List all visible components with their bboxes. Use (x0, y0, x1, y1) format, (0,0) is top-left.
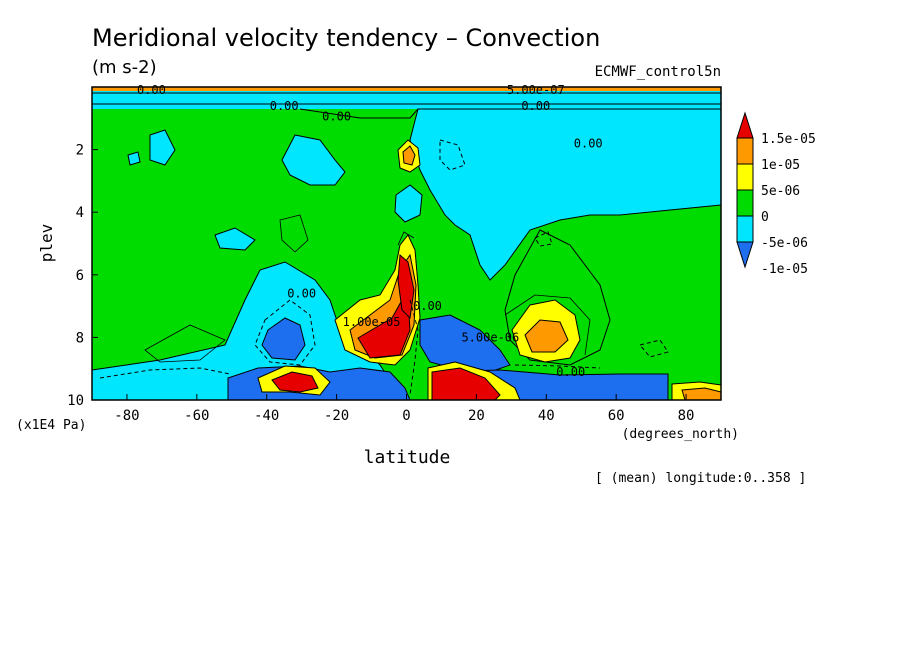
contour-label: 0.00 (556, 365, 585, 379)
x-tick-label: 0 (402, 408, 410, 424)
pos-contour-2 (279, 214, 309, 253)
x-tick-label: 80 (678, 408, 695, 424)
neg-contour-7 (409, 299, 419, 396)
contour-label: 5.00e-07 (507, 83, 565, 97)
colorbar-swatch (736, 163, 754, 191)
top-band-cyan (92, 91, 721, 109)
colorbar-swatch (736, 137, 754, 165)
contour-label: 0.00 (521, 99, 550, 113)
orange-corner-nh (681, 387, 721, 400)
negative-contours (99, 139, 669, 396)
x-axis: -80 -60 -40 -20 0 20 40 60 80 (114, 394, 694, 424)
colorbar-label: 5e-06 (761, 184, 800, 199)
dataset-label: ECMWF_control5n (595, 64, 721, 80)
cyan-blob-sh-4 (127, 151, 141, 166)
neg-contour-4 (534, 231, 553, 247)
colorbar-label: 1e-05 (761, 158, 800, 173)
y-tick-label: 2 (76, 143, 84, 159)
blue-core-eq (419, 314, 511, 373)
colorbar: 1.5e-05 1e-05 5e-06 0 -5e-06 -1e-05 (736, 111, 816, 277)
y-axis-units: (x1E4 Pa) (16, 418, 86, 433)
top-band-orange (92, 87, 721, 91)
blue-core-sh-1 (261, 317, 306, 361)
y-tick-label: 6 (76, 268, 84, 284)
y-axis-label: plev (37, 224, 56, 263)
pos-contour-3 (504, 294, 591, 356)
chart-title: Meridional velocity tendency – Convectio… (92, 24, 600, 52)
contour-field (92, 87, 721, 400)
cyan-blob-upper-eq (394, 184, 423, 223)
pos-contour-1 (144, 324, 226, 363)
zero-line-3 (299, 108, 419, 119)
colorbar-label: 0 (761, 210, 769, 225)
colorbar-label: -5e-06 (761, 236, 808, 251)
colorbar-top-arrow (736, 111, 754, 139)
cyan-blob-sh-2 (149, 129, 176, 166)
x-tick-label: 40 (538, 408, 555, 424)
contour-label: 0.00 (322, 110, 351, 124)
zero-lines-top (92, 92, 721, 119)
red-core-nh (431, 367, 501, 400)
contour-label: 0.00 (287, 287, 316, 301)
x-tick-label: -60 (184, 408, 209, 424)
x-tick-label: -20 (324, 408, 349, 424)
y-tick-label: 10 (67, 393, 84, 409)
contour-label: 5.00e-06 (461, 330, 519, 344)
x-axis-units: (degrees_north) (622, 427, 739, 442)
neg-contour-1 (254, 299, 316, 366)
neg-contour-3 (439, 139, 466, 171)
colorbar-swatch (736, 189, 754, 217)
x-tick-label: -80 (114, 408, 139, 424)
neg-contour-5 (639, 339, 669, 358)
y-tick-label: 8 (76, 330, 84, 346)
colorbar-label: -1e-05 (761, 262, 808, 277)
mean-longitude-note: [ (mean) longitude:0..358 ] (595, 471, 806, 486)
y-axis: 2 4 6 8 10 (67, 143, 98, 409)
x-axis-label: latitude (364, 447, 451, 468)
neg-contour-2 (99, 367, 231, 379)
x-tick-label: 60 (608, 408, 625, 424)
red-core-eq-2 (397, 253, 415, 320)
contour-label: 0.00 (413, 299, 442, 313)
pos-contour-4 (397, 231, 415, 246)
contour-label: 0.00 (574, 136, 603, 150)
x-tick-label: 20 (468, 408, 485, 424)
positive-contours (144, 214, 591, 363)
orange-lobe-nh-mid (524, 319, 569, 353)
chart-units: (m s-2) (92, 57, 157, 78)
red-core-sh (271, 371, 319, 393)
cyan-region-tropics (409, 108, 721, 281)
cyan-blob-sh-3 (214, 227, 256, 251)
orange-blob-upper-eq (402, 145, 416, 166)
colorbar-label: 1.5e-05 (761, 132, 816, 147)
contour-label: 0.00 (137, 83, 166, 97)
colorbar-bottom-arrow (736, 241, 754, 269)
contour-label: 0.00 (270, 99, 299, 113)
neg-contour-6 (514, 364, 601, 369)
colorbar-swatch (736, 215, 754, 243)
x-tick-label: -40 (254, 408, 279, 424)
contour-label: 1.00e-05 (343, 315, 401, 329)
y-tick-label: 4 (76, 205, 84, 221)
cyan-blob-sh-1 (281, 134, 346, 186)
